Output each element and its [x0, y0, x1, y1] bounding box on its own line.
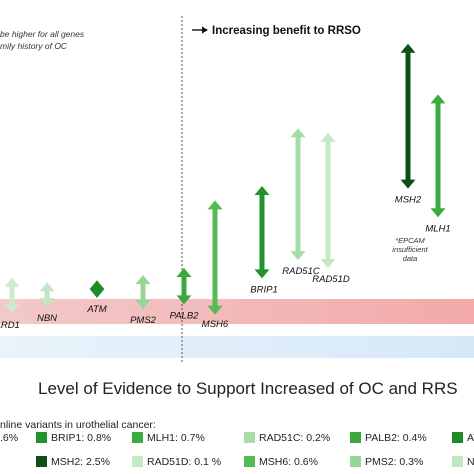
- gene-label-atm: ATM: [86, 304, 106, 315]
- legend-item: BRIP1: 0.8%: [36, 432, 111, 444]
- arrow-nbn: NBN: [37, 282, 57, 324]
- gene-label-mlh1: MLH1: [425, 223, 450, 234]
- epcam-note-line-1: *EPCAM: [395, 236, 425, 245]
- legend-item: RAD51D: 0.1 %: [132, 456, 221, 468]
- arrow-msh6: MSH6: [202, 200, 229, 330]
- legend-item: AT: [452, 432, 474, 444]
- header: Increasing benefit to RRSO: [192, 25, 361, 37]
- legend-swatch: [132, 432, 143, 443]
- header-arrow-head: [202, 26, 208, 34]
- chart-title: Level of Evidence to Support Increased o…: [38, 379, 458, 398]
- arrow-shape-msh2: [400, 43, 416, 189]
- gene-label-rad51c: RAD51C: [282, 266, 320, 277]
- legend-label: .6%: [0, 432, 18, 444]
- gene-label-nbn: NBN: [37, 313, 57, 324]
- arrow-shape-palb2: [176, 267, 192, 305]
- epcam-note-line-3: data: [403, 254, 418, 263]
- gene-label-brip1: BRIP1: [250, 284, 277, 295]
- arrow-shape-nbn: [39, 282, 55, 307]
- gene-label-palb2: PALB2: [170, 310, 200, 321]
- gene-label-bard1: BARD1: [0, 320, 20, 331]
- arrow-shape-bard1: [4, 277, 20, 313]
- legend-swatch: [244, 432, 255, 443]
- gene-label-msh2: MSH2: [395, 195, 422, 206]
- arrow-shape-rad51d: [320, 132, 336, 268]
- legend-label: AT: [467, 432, 474, 444]
- legend-swatch: [132, 456, 143, 467]
- legend-label: MSH2: 2.5%: [51, 456, 110, 468]
- arrow-shape-msh6: [207, 200, 223, 315]
- legend-label: MSH6: 0.6%: [259, 456, 318, 468]
- arrow-rad51c: RAD51C: [282, 128, 320, 277]
- legend-item: PALB2: 0.4%: [350, 432, 427, 444]
- arrow-shape-brip1: [254, 186, 270, 279]
- risk-band-red: [0, 299, 474, 324]
- risk-band-blue: [0, 336, 474, 358]
- legend-swatch: [36, 456, 47, 467]
- arrow-shape-pms2: [135, 275, 151, 309]
- legend-label: RAD51D: 0.1 %: [147, 456, 221, 468]
- legend-swatch: [36, 432, 47, 443]
- gene-label-msh6: MSH6: [202, 319, 229, 330]
- note-left-line-2: mily history of OC: [0, 41, 68, 51]
- legend-title: nline variants in urothelial cancer:: [0, 419, 156, 431]
- arrow-bard1: BARD1: [0, 277, 20, 331]
- arrow-pms2: PMS2: [130, 275, 157, 326]
- arrow-shape-rad51c: [290, 128, 306, 261]
- legend-swatch: [452, 432, 463, 443]
- gene-label-rad51d: RAD51D: [312, 274, 350, 285]
- arrow-atm: ATM: [86, 280, 107, 315]
- arrow-brip1: BRIP1: [250, 186, 278, 295]
- header-label: Increasing benefit to RRSO: [212, 25, 361, 37]
- arrow-rad51d: RAD51D: [312, 132, 350, 285]
- note-left-line-1: be higher for all genes: [0, 29, 85, 39]
- legend-item: MLH1: 0.7%: [132, 432, 205, 444]
- legend-item: MSH2: 2.5%: [36, 456, 110, 468]
- legend-label: RAD51C: 0.2%: [259, 432, 330, 444]
- legend-swatch: [350, 456, 361, 467]
- arrow-shape-mlh1: [430, 94, 446, 218]
- legend: .6% BRIP1: 0.8% MLH1: 0.7% RAD51C: 0.2% PALB…: [0, 432, 474, 468]
- arrow-palb2: PALB2: [170, 267, 200, 321]
- arrow-msh2: MSH2: [395, 43, 422, 206]
- arrow-mlh1: MLH1: [425, 94, 451, 234]
- legend-item: RAD51C: 0.2%: [244, 432, 330, 444]
- legend-label: PALB2: 0.4%: [365, 432, 427, 444]
- legend-item: .6%: [0, 432, 18, 444]
- legend-swatch: [452, 456, 463, 467]
- legend-label: MLH1: 0.7%: [147, 432, 205, 444]
- arrow-shape-atm: [89, 280, 105, 298]
- legend-label: PMS2: 0.3%: [365, 456, 423, 468]
- gene-label-pms2: PMS2: [130, 315, 157, 326]
- legend-swatch: [350, 432, 361, 443]
- legend-item: MSH6: 0.6%: [244, 456, 318, 468]
- legend-label: NB: [467, 456, 474, 468]
- epcam-note-line-2: insufficient: [392, 245, 428, 254]
- legend-item: PMS2: 0.3%: [350, 456, 423, 468]
- legend-item: NB: [452, 456, 474, 468]
- legend-swatch: [244, 456, 255, 467]
- legend-label: BRIP1: 0.8%: [51, 432, 111, 444]
